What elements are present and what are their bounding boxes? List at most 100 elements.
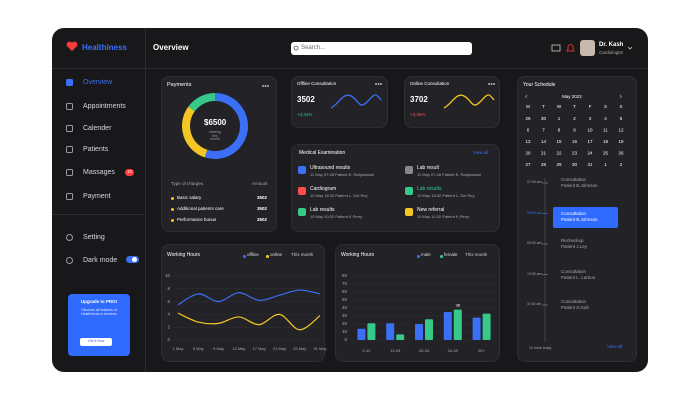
nav-item[interactable]: Appointments xyxy=(83,103,126,110)
exam-title: New referral xyxy=(417,207,445,213)
settings-item[interactable]: Setting xyxy=(83,234,105,241)
calendar-day: 23 xyxy=(572,151,578,156)
calendar-day: 12 xyxy=(618,128,624,133)
calendar-day: 14 xyxy=(541,139,547,144)
view-all-link[interactable]: View all xyxy=(473,150,489,155)
nav-icon xyxy=(66,169,73,176)
event-title[interactable]: Consultation xyxy=(561,299,587,304)
nav-icon xyxy=(66,103,73,110)
column-header: Amount xyxy=(252,181,268,186)
calendar-day: 28 xyxy=(541,162,547,167)
calendar-day: 2 xyxy=(620,162,623,167)
legend-dot xyxy=(417,255,420,258)
nav-icon xyxy=(66,125,73,132)
consultation-change: +3,36% xyxy=(410,112,426,117)
sidebar-divider xyxy=(145,28,146,372)
card-title: Your Schedule xyxy=(523,82,556,88)
nav-icon xyxy=(66,193,73,200)
exam-icon xyxy=(298,208,306,216)
period-select[interactable]: This month xyxy=(465,252,488,257)
y-tick-label: 60 xyxy=(342,289,348,294)
upgrade-text: Discover all features of Healthiness in … xyxy=(81,308,117,316)
calendar-month: May 2022 xyxy=(562,94,582,99)
card xyxy=(161,244,325,362)
row-amount: 3502 xyxy=(257,206,268,211)
sparkline xyxy=(330,94,382,109)
calendar-day: 30 xyxy=(541,116,547,121)
row-label: Basic salary xyxy=(177,195,202,200)
event-active[interactable] xyxy=(553,206,618,228)
line-series xyxy=(177,312,321,331)
donut-segment xyxy=(204,93,248,159)
event-title[interactable]: Consultation xyxy=(561,177,587,182)
brand-heart xyxy=(66,41,78,51)
bar xyxy=(415,324,423,340)
event-patient: Patient B.Johnson xyxy=(561,216,598,222)
x-tick-label: 50+ xyxy=(478,348,485,353)
settings-icon xyxy=(66,257,73,264)
nav-item[interactable]: Calender xyxy=(83,125,112,132)
calendar-day: 16 xyxy=(572,139,578,144)
upgrade-button[interactable]: Get it Now xyxy=(80,338,113,346)
user-name: Dr. Kash xyxy=(599,42,624,48)
x-tick-label: 26-34 xyxy=(419,348,430,353)
event-time: 10:00 am xyxy=(527,271,542,276)
calendar-day: 17 xyxy=(587,139,593,144)
x-tick-label: 21 May xyxy=(273,346,286,351)
sidebar-divider xyxy=(52,214,145,215)
nav-icon xyxy=(66,79,73,86)
row-bullet xyxy=(171,219,174,222)
calendar-day: 3 xyxy=(589,116,592,121)
settings-item[interactable]: Dark mode xyxy=(83,257,118,264)
y-tick-label: 6 xyxy=(167,299,170,304)
nav-item[interactable]: Massages xyxy=(83,169,115,176)
exam-title: Lab results xyxy=(310,207,335,213)
calendar-day: 31 xyxy=(587,162,593,167)
value-label: 38 xyxy=(456,303,461,308)
nav-item[interactable]: Payment xyxy=(83,193,111,200)
nav-item[interactable]: Overview xyxy=(83,79,113,86)
exam-icon xyxy=(298,187,306,195)
weekday: F xyxy=(589,104,592,109)
calendar-day: 11 xyxy=(603,128,608,133)
calendar-day: 6 xyxy=(527,128,530,133)
calendar-day: 15 xyxy=(556,139,562,144)
brand: Healthiness xyxy=(82,43,127,52)
exam-detail: 11 May 07:48 Patient E. Ratpkowski xyxy=(417,172,481,177)
view-all-link[interactable]: View all xyxy=(607,344,623,349)
x-tick-label: 13-25 xyxy=(390,348,401,353)
row-label: Performance bonus xyxy=(177,217,217,222)
user-role: Cardiologist xyxy=(599,50,623,55)
calendar-day: 9 xyxy=(573,128,576,133)
exam-detail: 10 May 10:32 Patient K.Perry xyxy=(310,214,363,219)
exam-title: Lab results xyxy=(417,186,442,192)
x-tick-label: 25 May xyxy=(293,346,306,351)
exam-title: Ultrasound results xyxy=(310,165,351,171)
y-tick-label: 0 xyxy=(167,337,170,342)
more-icon xyxy=(488,83,490,85)
exam-detail: 10 May 16:32 Patient L. Del Rey xyxy=(417,193,475,198)
payments-caption: starting this month xyxy=(209,130,221,141)
search-box[interactable] xyxy=(291,42,472,55)
event-title[interactable]: Recheckup xyxy=(561,238,584,243)
mail-icon xyxy=(551,44,561,52)
event-title[interactable]: Consultation xyxy=(561,268,587,274)
calendar-day: 1 xyxy=(558,116,561,121)
calendar-day: 18 xyxy=(603,139,609,144)
event-title[interactable]: Consultation xyxy=(561,210,587,216)
row-bullet xyxy=(171,197,174,200)
bar xyxy=(425,319,433,340)
search-placeholder: Search... xyxy=(301,45,326,51)
calendar-day: 20 xyxy=(525,151,531,156)
calendar-day: 25 xyxy=(603,151,609,156)
exam-icon xyxy=(405,166,413,174)
consultation-value: 3502 xyxy=(297,95,315,104)
calendar-day: 7 xyxy=(542,128,545,133)
x-tick-label: 9 May xyxy=(213,346,224,351)
event-time: 08:00 am xyxy=(527,210,542,215)
line-series xyxy=(177,289,321,306)
row-amount: 3502 xyxy=(257,217,268,222)
more-icon xyxy=(377,83,380,85)
nav-item[interactable]: Patients xyxy=(83,146,109,153)
period-select[interactable]: This month xyxy=(291,252,314,257)
